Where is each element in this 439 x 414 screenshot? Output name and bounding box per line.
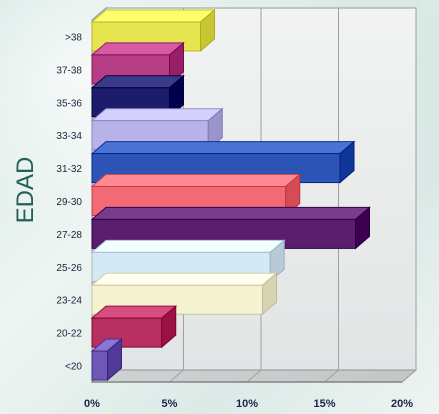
bar-side-face [285, 173, 301, 217]
bar-side-face [169, 74, 184, 118]
y-category-label: <20 [65, 362, 82, 373]
x-tick-label: 20% [391, 398, 413, 410]
bar-top-face [90, 206, 371, 220]
bar-side-face [161, 305, 177, 349]
bar-mark [90, 239, 286, 283]
bar-mark [90, 337, 123, 382]
bar-side-face [269, 239, 285, 283]
y-category-label: >38 [65, 32, 82, 43]
y-category-label: 27-28 [56, 230, 82, 241]
floor-grid-line [324, 369, 339, 383]
floor-grid-line [246, 369, 262, 383]
y-category-label: 35-36 [56, 98, 82, 109]
x-tick-label: 0% [84, 398, 100, 410]
floor-grid-line [401, 369, 417, 383]
x-tick-label: 10% [236, 398, 258, 410]
floor-grid-line [169, 369, 184, 383]
bar-top-face [90, 141, 356, 155]
bar-top-face [90, 272, 278, 286]
y-category-label: 29-30 [56, 197, 82, 208]
bar-side-face [107, 337, 122, 382]
bar-top-face [90, 9, 216, 23]
bar-mark [90, 272, 278, 316]
y-category-label: 37-38 [56, 65, 82, 76]
bar-top-face [90, 239, 286, 253]
bar-top-face [90, 108, 224, 122]
bar-side-face [262, 272, 277, 316]
y-category-label: 31-32 [56, 164, 82, 175]
bar-side-face [355, 206, 370, 250]
x-tick-label: 5% [162, 398, 178, 410]
bar-top-face [90, 42, 185, 56]
y-category-label: 23-24 [56, 296, 82, 307]
bar-side-face [207, 107, 223, 151]
y-category-label: 25-26 [56, 263, 82, 274]
y-axis-title: EDAD [12, 157, 39, 224]
bar-front-face [91, 350, 108, 381]
bar-side-face [200, 8, 215, 53]
bar-top-face [90, 75, 185, 89]
bar-top-face [90, 174, 302, 188]
bar-side-face [339, 140, 355, 184]
x-tick-label: 15% [313, 398, 335, 410]
y-category-label: 20-22 [56, 329, 82, 340]
y-category-label: 33-34 [56, 131, 82, 142]
bar-side-face [169, 41, 184, 85]
